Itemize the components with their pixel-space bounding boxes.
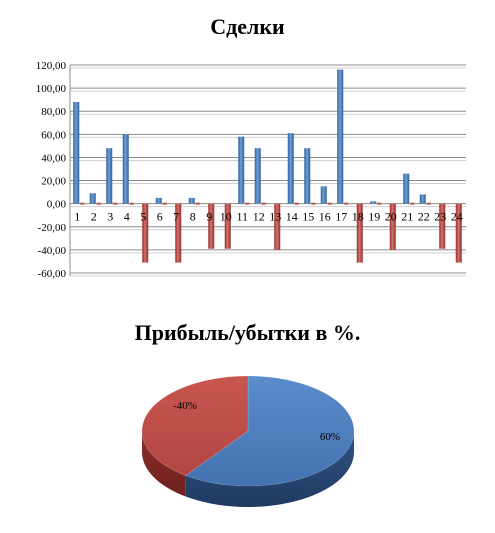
x-tick-label: 3 <box>107 210 113 224</box>
y-tick-label: 120,00 <box>36 60 67 72</box>
x-tick-label: 11 <box>236 210 248 224</box>
bar-negative <box>224 203 231 249</box>
x-tick-label: 22 <box>418 210 430 224</box>
pie-slice-label: 60% <box>320 431 340 443</box>
x-tick-label: 8 <box>190 210 196 224</box>
bar-chart: -60,00 -40,00 -20,00 0,00 20,00 40,00 60,00 80,… <box>36 60 466 280</box>
bar-negative-zero <box>377 202 382 205</box>
x-tick-label: 2 <box>91 210 97 224</box>
x-tick-label: 16 <box>319 210 331 224</box>
bar-positive <box>106 148 113 204</box>
y-tick-label: -20,00 <box>38 222 67 234</box>
bar-positive <box>337 69 344 204</box>
bar-positive <box>419 194 426 204</box>
bar-positive <box>122 134 129 204</box>
bar-negative-zero <box>113 202 118 205</box>
pie-slice <box>185 375 355 487</box>
x-tick-label: 10 <box>220 210 232 224</box>
x-tick-label: 9 <box>206 210 212 224</box>
x-tick-label: 17 <box>335 210 347 224</box>
bar-positive <box>188 197 195 204</box>
bar-positive <box>287 133 294 204</box>
bar-positive <box>370 201 377 204</box>
bar-negative-zero <box>410 202 415 205</box>
x-tick-label: 4 <box>124 210 130 224</box>
x-tick-label: 12 <box>253 210 265 224</box>
x-tick-label: 19 <box>368 210 380 224</box>
bar-negative-zero <box>311 202 316 205</box>
bar-positive <box>238 136 245 204</box>
pie-slice-label: -40% <box>173 400 197 412</box>
pie-chart-title: Прибыль/убытки в %. <box>134 320 361 345</box>
y-tick-label: -60,00 <box>38 268 67 280</box>
bar-negative-zero <box>294 202 299 205</box>
bar-negative-zero <box>129 202 134 205</box>
x-tick-label: 23 <box>434 210 446 224</box>
y-tick-label: -40,00 <box>38 245 67 257</box>
bar-negative-zero <box>426 202 431 205</box>
x-tick-label: 20 <box>385 210 397 224</box>
bar-positive <box>403 173 410 204</box>
y-tick-label: 40,00 <box>41 152 66 164</box>
pie-slice-side <box>185 431 354 507</box>
bar-positive <box>304 148 311 204</box>
bar-negative <box>208 203 215 249</box>
bar-negative <box>274 203 281 250</box>
x-tick-label: 13 <box>269 210 281 224</box>
bar-positive <box>89 193 96 204</box>
y-tick-label: 0,00 <box>47 199 67 211</box>
bar-negative-zero <box>80 202 85 205</box>
bar-negative-zero <box>195 202 200 205</box>
y-tick-label: 20,00 <box>41 176 66 188</box>
x-tick-label: 18 <box>352 210 364 224</box>
bar-chart-title: Сделки <box>210 14 285 39</box>
bar-positive <box>320 186 327 204</box>
x-tick-label: 21 <box>401 210 413 224</box>
x-axis-labels: 1 2 3 4 5 6 7 8 9 10 11 12 13 14 15 16 17 18 19 20 21 22 23 24 <box>74 210 463 224</box>
x-tick-label: 6 <box>157 210 163 224</box>
bar-positive <box>254 148 261 204</box>
x-tick-label: 5 <box>140 210 146 224</box>
pie-slice-side <box>142 431 186 497</box>
x-tick-label: 24 <box>451 210 463 224</box>
x-tick-label: 14 <box>286 210 298 224</box>
x-tick-label: 15 <box>302 210 314 224</box>
bar-series <box>73 69 462 263</box>
bar-negative-zero <box>96 202 101 205</box>
bar-negative-zero <box>344 202 349 205</box>
pie-slice <box>141 375 249 476</box>
bar-negative-zero <box>162 202 167 205</box>
y-tick-label: 60,00 <box>41 129 66 141</box>
bar-negative <box>455 203 462 263</box>
chart-gridlines <box>70 64 466 277</box>
bar-negative-zero <box>245 202 250 205</box>
y-tick-label: 80,00 <box>41 106 66 118</box>
bar-negative <box>356 203 363 263</box>
bar-negative <box>439 203 446 249</box>
bar-negative-zero <box>327 202 332 205</box>
y-tick-label: 100,00 <box>36 83 67 95</box>
bar-negative-zero <box>261 202 266 205</box>
bar-negative <box>389 203 396 250</box>
bar-negative <box>175 203 182 263</box>
bar-positive <box>73 101 80 204</box>
x-tick-label: 7 <box>173 210 179 224</box>
bar-negative <box>142 203 149 263</box>
y-axis: -60,00 -40,00 -20,00 0,00 20,00 40,00 60,00 80,… <box>36 60 71 280</box>
x-tick-label: 1 <box>74 210 80 224</box>
bar-positive <box>155 197 162 204</box>
